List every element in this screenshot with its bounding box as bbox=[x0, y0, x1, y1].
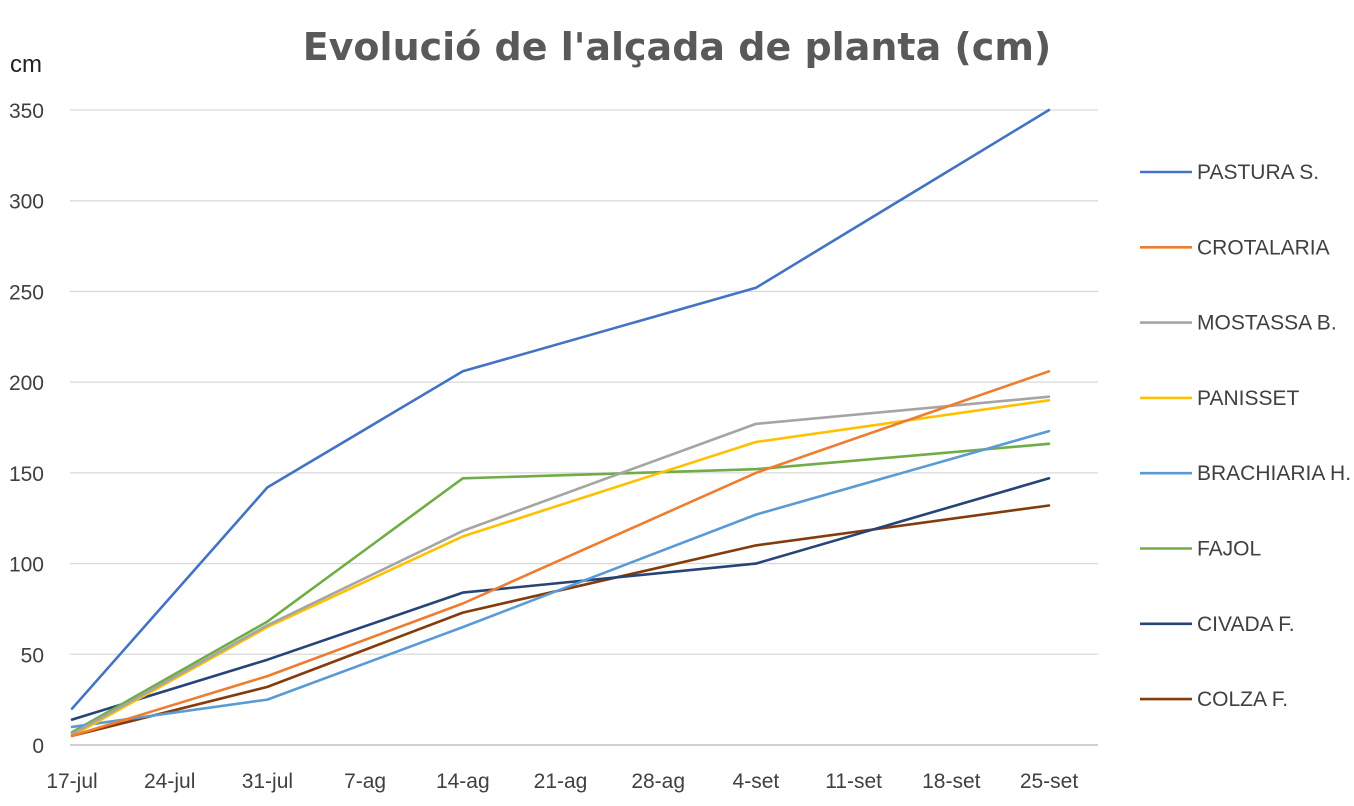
x-tick-label: 7-ag bbox=[344, 770, 386, 793]
y-tick-label: 250 bbox=[9, 281, 44, 304]
legend-label: COLZA F. bbox=[1197, 688, 1288, 711]
legend-label: FAJOL bbox=[1197, 538, 1261, 561]
gridlines bbox=[70, 109, 1098, 655]
x-tick-label: 31-jul bbox=[242, 770, 293, 793]
y-axis-unit-label: cm bbox=[10, 51, 42, 78]
chart-title: Evolució de l'alçada de planta (cm) bbox=[303, 25, 1052, 69]
x-tick-label: 24-jul bbox=[144, 770, 195, 793]
legend-label: MOSTASSA B. bbox=[1197, 312, 1337, 335]
series-line-mostassa-b bbox=[70, 395, 1051, 736]
series-lines bbox=[70, 108, 1051, 738]
legend: PASTURA S. CROTALARIA MOSTASSA B. PANISSET B… bbox=[1140, 161, 1351, 711]
x-tick-label: 18-set bbox=[922, 770, 981, 793]
y-tick-label: 0 bbox=[32, 735, 44, 758]
x-tick-label: 11-set bbox=[825, 770, 882, 793]
x-tick-label: 4-set bbox=[733, 770, 780, 793]
y-tick-label: 150 bbox=[9, 463, 44, 486]
x-tick-label: 28-ag bbox=[631, 770, 685, 793]
series-line-colza-f bbox=[70, 504, 1051, 738]
x-tick-label: 17-jul bbox=[46, 770, 97, 793]
series-line-civada-f bbox=[70, 476, 1051, 721]
y-tick-label: 300 bbox=[9, 191, 44, 214]
y-axis-ticks: 0 50 100 150 200 250 300 350 bbox=[9, 100, 44, 758]
series-line-panisset bbox=[70, 398, 1051, 738]
legend-label: PANISSET bbox=[1197, 387, 1299, 410]
series-line-crotalaria bbox=[70, 369, 1051, 738]
legend-label: CIVADA F. bbox=[1197, 613, 1295, 636]
legend-label: BRACHIARIA H. bbox=[1197, 462, 1351, 485]
y-tick-label: 50 bbox=[21, 644, 44, 667]
x-tick-label: 14-ag bbox=[436, 770, 490, 793]
y-tick-label: 200 bbox=[9, 372, 44, 395]
series-line-brachiaria-h bbox=[70, 429, 1051, 729]
series-line-pastura-s bbox=[70, 108, 1051, 711]
x-axis-ticks: 17-jul 24-jul 31-jul 7-ag 14-ag 21-ag 28-ag 4-s… bbox=[46, 770, 1078, 793]
y-tick-label: 350 bbox=[9, 100, 44, 123]
x-tick-label: 21-ag bbox=[534, 770, 588, 793]
series-line-fajol bbox=[70, 442, 1051, 734]
legend-label: PASTURA S. bbox=[1197, 161, 1319, 184]
y-tick-label: 100 bbox=[9, 554, 44, 577]
legend-label: CROTALARIA bbox=[1197, 236, 1330, 259]
x-tick-label: 25-set bbox=[1020, 770, 1079, 793]
